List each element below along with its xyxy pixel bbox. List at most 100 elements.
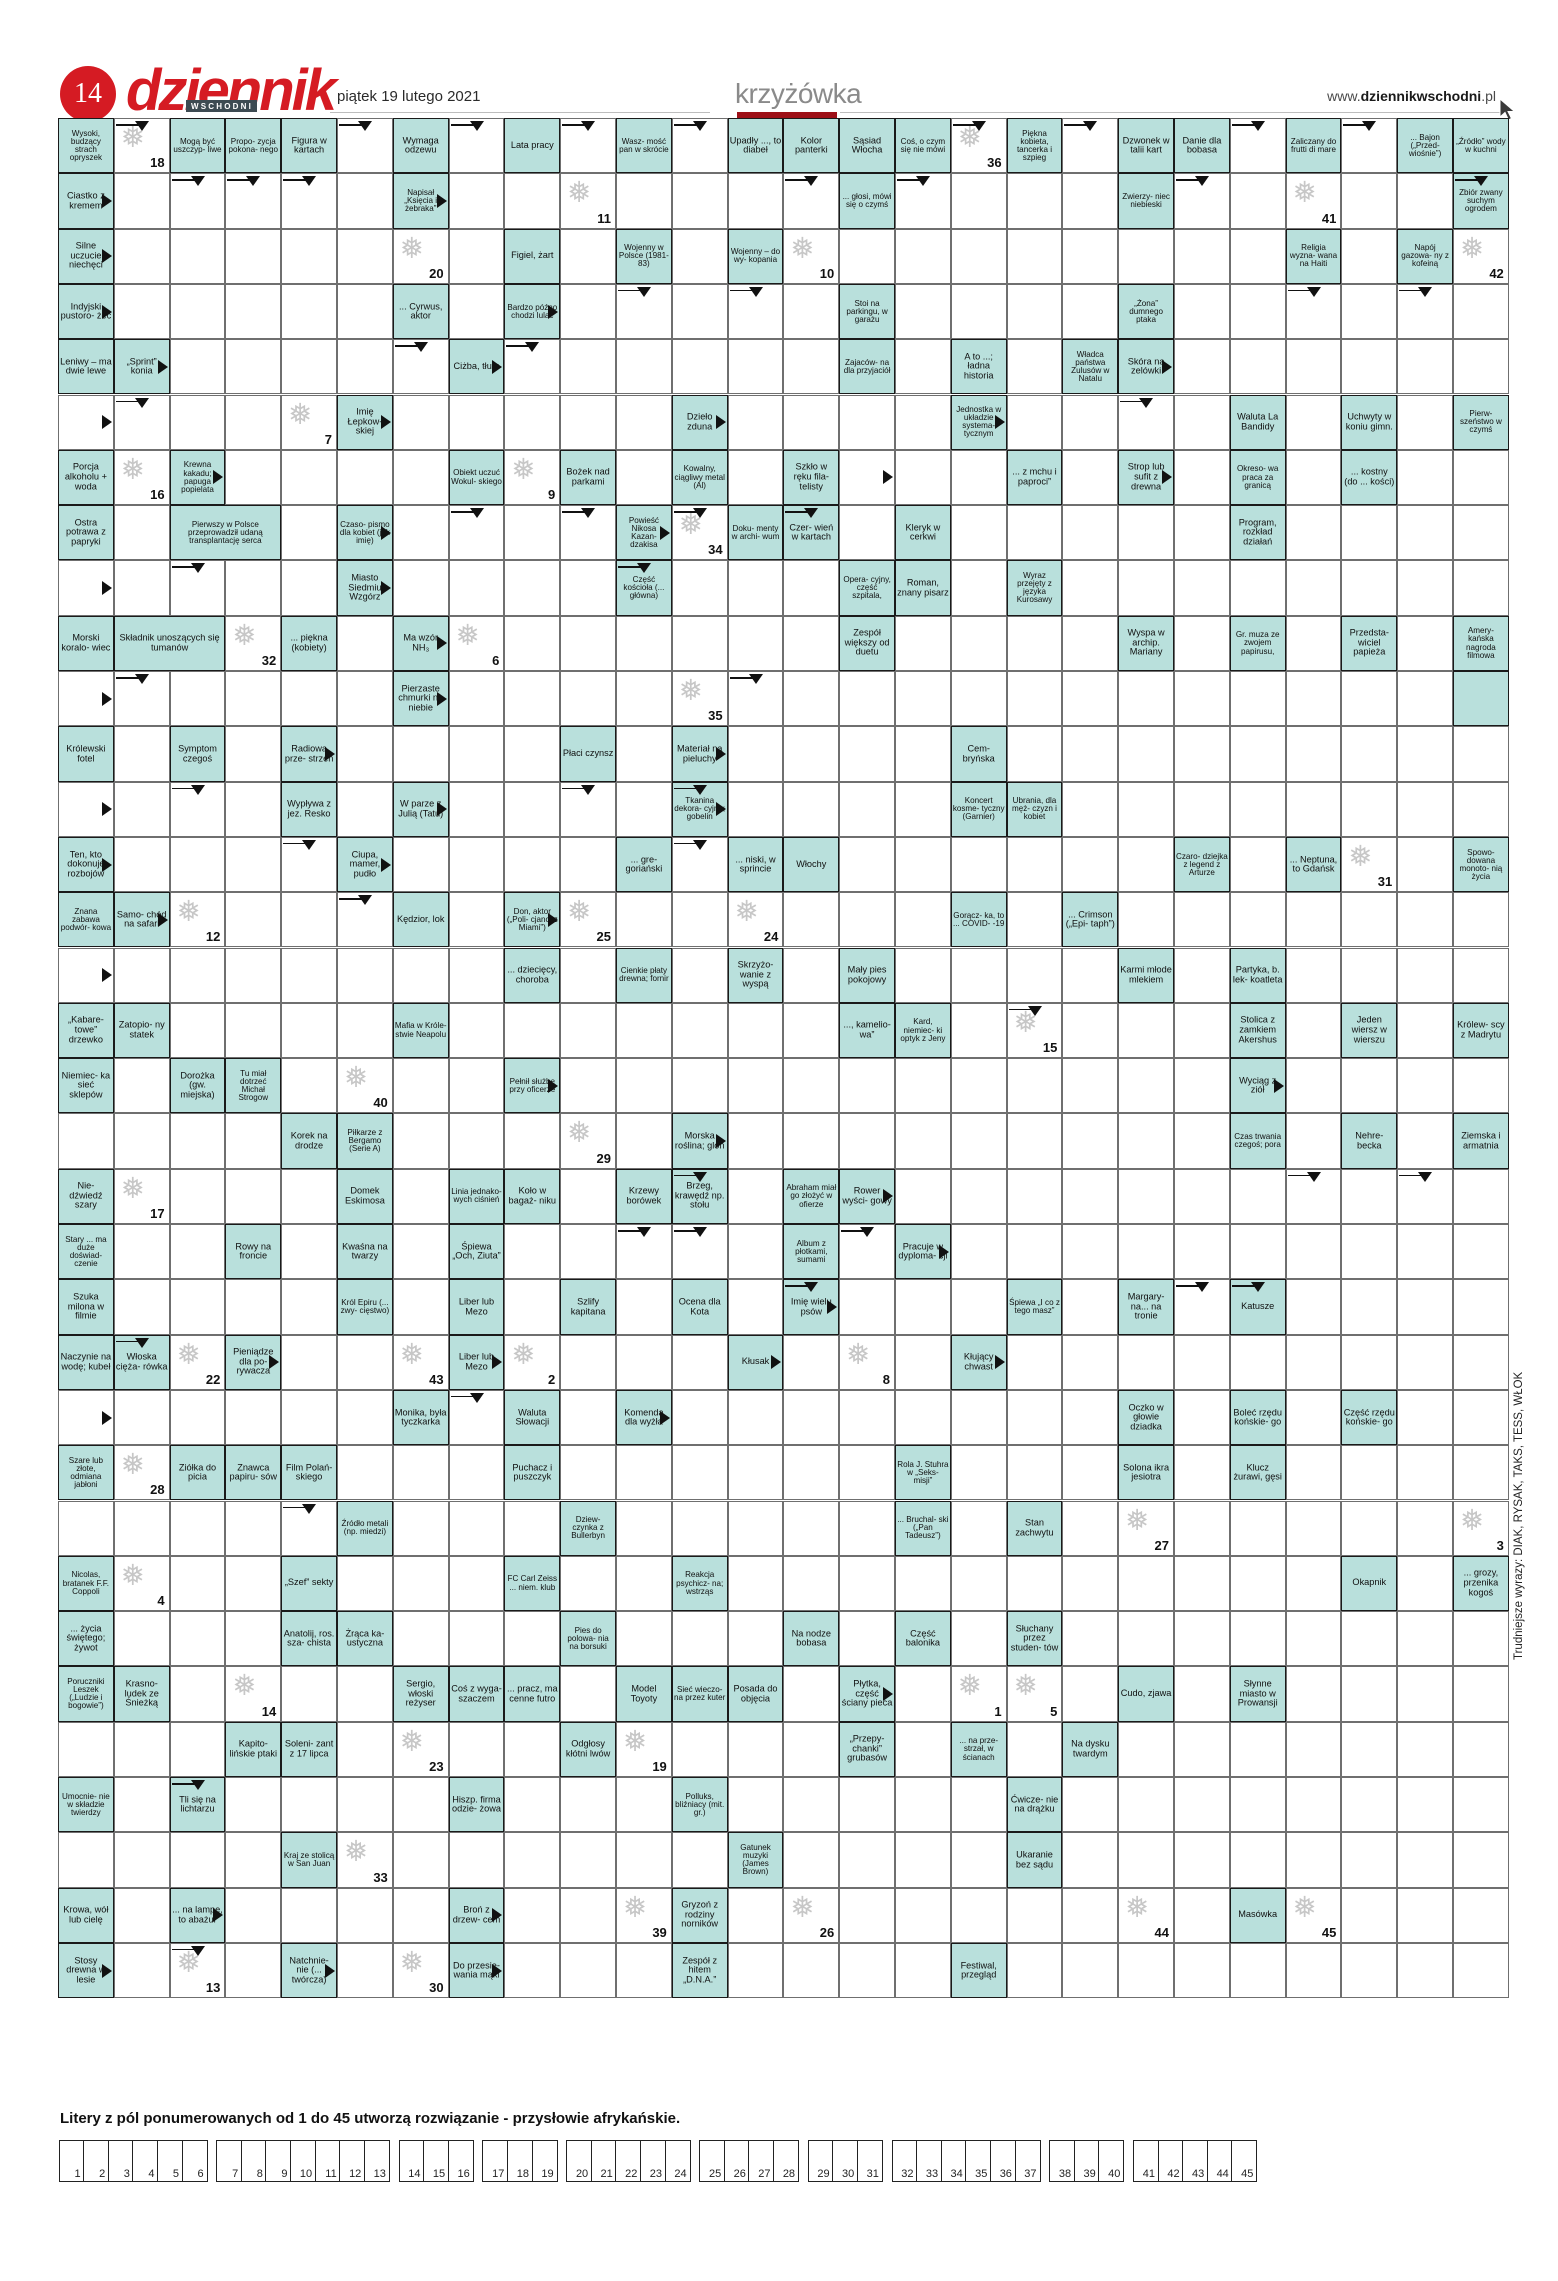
grid-cell[interactable] [448,947,505,1003]
grid-cell[interactable] [616,173,672,229]
grid-cell[interactable] [1229,892,1286,948]
numbered-answer-cell[interactable]: ❅ 2 [504,1334,561,1390]
grid-cell[interactable] [727,1555,784,1612]
grid-cell[interactable] [895,1721,951,1777]
grid-cell[interactable] [1062,560,1119,616]
grid-cell[interactable] [113,1279,170,1335]
answer-letter-box[interactable]: 23 [640,2140,667,2182]
grid-cell[interactable] [1341,1666,1398,1722]
grid-cell[interactable] [839,1058,895,1114]
grid-cell[interactable] [1397,173,1453,229]
grid-cell[interactable] [58,1113,114,1169]
grid-cell[interactable] [1341,1168,1398,1224]
grid-cell[interactable] [895,1168,951,1224]
grid-cell[interactable] [1341,726,1398,782]
grid-cell[interactable] [616,1611,672,1667]
numbered-answer-cell[interactable]: ❅ 23 [392,1721,449,1777]
grid-cell[interactable] [671,339,728,395]
grid-cell[interactable] [950,1611,1007,1667]
grid-cell[interactable] [1285,1445,1342,1501]
grid-cell[interactable] [392,1058,449,1114]
grid-cell[interactable] [895,1058,951,1114]
numbered-answer-cell[interactable]: ❅ 25 [560,892,616,948]
grid-cell[interactable] [1453,560,1509,616]
grid-cell[interactable] [950,671,1007,727]
grid-cell[interactable] [1341,173,1398,229]
answer-letter-box[interactable]: 18 [506,2140,533,2182]
grid-cell[interactable] [1285,1279,1342,1335]
grid-cell[interactable] [1174,560,1230,616]
numbered-answer-cell[interactable]: ❅ 5 [1006,1666,1063,1722]
grid-cell[interactable] [1062,1942,1119,1999]
grid-cell[interactable] [560,1058,616,1114]
grid-cell[interactable] [281,1666,337,1722]
grid-cell[interactable] [225,1389,282,1446]
grid-cell[interactable] [560,671,616,727]
grid-cell[interactable] [727,1002,784,1059]
grid-cell[interactable] [671,173,728,229]
grid-cell[interactable] [337,283,393,340]
grid-cell[interactable] [337,173,393,229]
grid-cell[interactable] [1006,1334,1063,1390]
grid-cell[interactable] [504,1721,561,1777]
grid-cell[interactable] [113,1611,170,1667]
grid-cell[interactable] [727,560,784,616]
grid-cell[interactable] [337,671,393,727]
grid-cell[interactable] [1006,228,1063,284]
numbered-answer-cell[interactable]: ❅ 17 [113,1168,170,1224]
grid-cell[interactable] [1174,1887,1230,1943]
grid-cell[interactable] [895,449,951,506]
grid-cell[interactable] [783,1002,840,1059]
grid-cell[interactable] [1397,1168,1453,1224]
grid-cell[interactable] [783,394,840,450]
grid-cell[interactable] [1118,1611,1174,1667]
grid-cell[interactable] [448,1555,505,1612]
numbered-answer-cell[interactable]: ❅ 26 [783,1887,840,1943]
grid-cell[interactable] [337,726,393,782]
grid-cell[interactable] [1341,339,1398,395]
grid-cell[interactable] [839,1942,895,1999]
grid-cell[interactable] [895,1887,951,1943]
grid-cell[interactable] [783,1389,840,1446]
grid-cell[interactable] [169,1389,226,1446]
answer-letter-box[interactable]: 10 [290,2140,317,2182]
grid-cell[interactable] [1174,505,1230,561]
grid-cell[interactable] [1174,283,1230,340]
grid-cell[interactable] [1006,615,1063,671]
grid-cell[interactable] [895,394,951,450]
grid-cell[interactable] [1341,505,1398,561]
numbered-answer-cell[interactable]: ❅ 33 [337,1832,393,1888]
grid-cell[interactable] [1062,1555,1119,1612]
grid-cell[interactable] [950,449,1007,506]
grid-cell[interactable] [727,781,784,837]
grid-cell[interactable] [169,1113,226,1169]
grid-cell[interactable] [1118,560,1174,616]
grid-cell[interactable] [1285,1500,1342,1556]
grid-cell[interactable] [448,560,505,616]
grid-cell[interactable] [1062,836,1119,893]
grid-cell[interactable] [950,1777,1007,1833]
grid-cell[interactable] [504,1887,561,1943]
grid-cell[interactable] [783,947,840,1003]
grid-cell[interactable] [1062,1445,1119,1501]
grid-cell[interactable] [839,892,895,948]
grid-cell[interactable] [1174,1666,1230,1722]
grid-cell[interactable] [1062,947,1119,1003]
grid-cell[interactable] [1118,836,1174,893]
grid-cell[interactable] [895,1279,951,1335]
grid-cell[interactable] [448,836,505,893]
grid-cell[interactable] [1118,228,1174,284]
grid-cell[interactable] [1397,781,1453,837]
numbered-answer-cell[interactable]: ❅ 29 [560,1113,616,1169]
grid-cell[interactable] [1006,1721,1063,1777]
grid-cell[interactable] [448,228,505,284]
grid-cell[interactable] [1397,615,1453,671]
grid-cell[interactable] [113,1777,170,1833]
grid-cell[interactable] [1397,560,1453,616]
grid-cell[interactable] [1062,726,1119,782]
grid-cell[interactable] [1397,1555,1453,1612]
grid-cell[interactable] [1453,1777,1509,1833]
grid-cell[interactable] [1174,1058,1230,1114]
grid-cell[interactable] [560,1555,616,1612]
grid-cell[interactable] [560,560,616,616]
